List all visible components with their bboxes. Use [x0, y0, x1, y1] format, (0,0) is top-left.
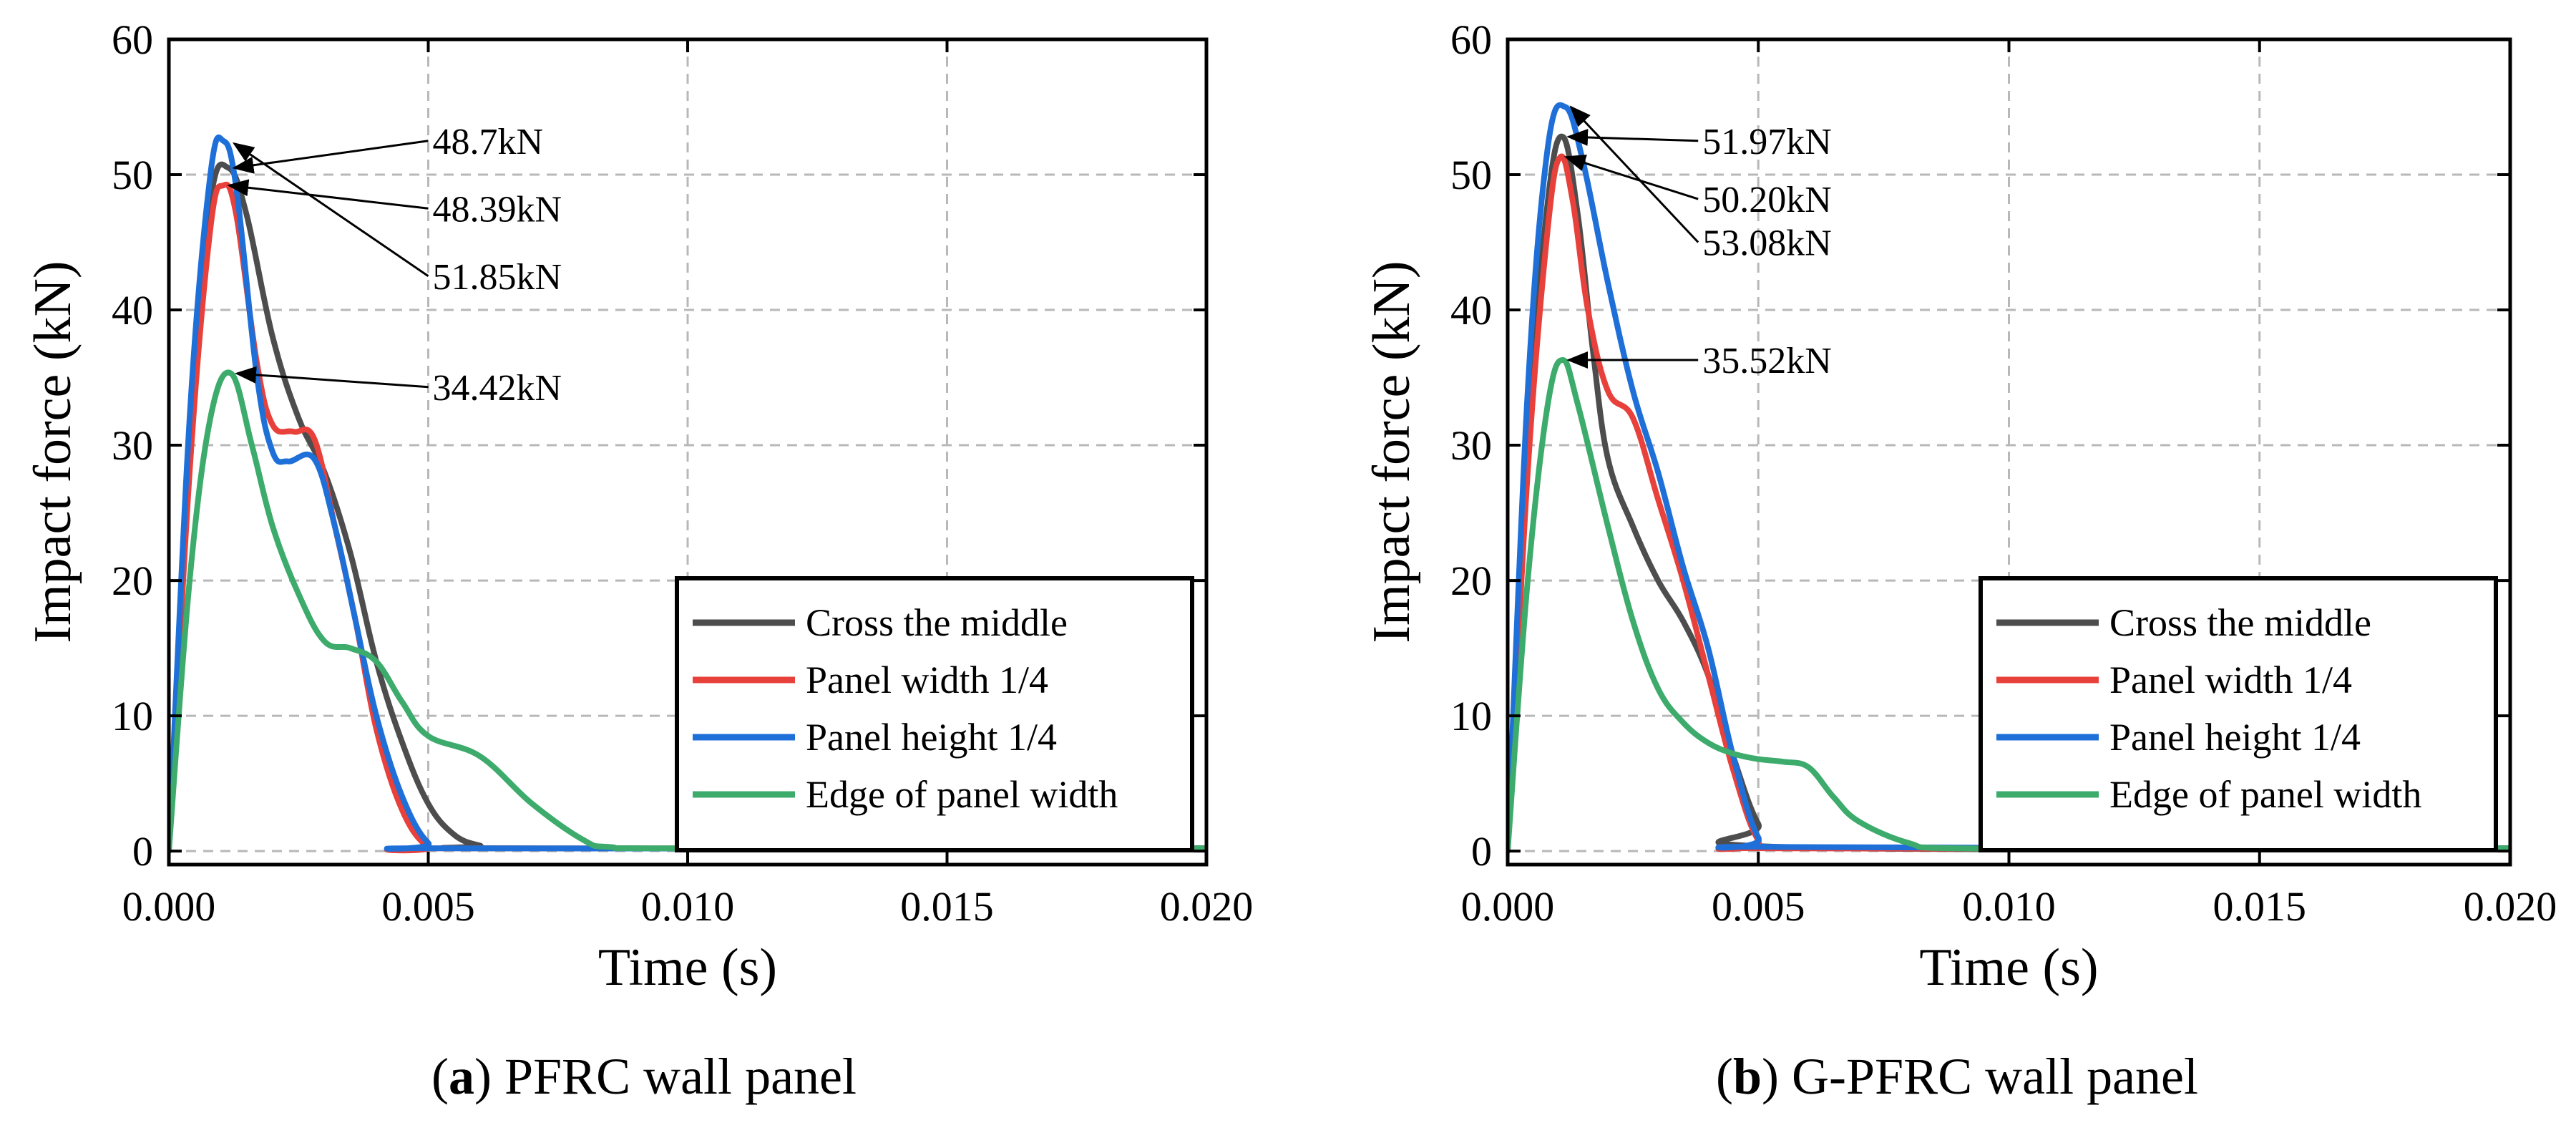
annotation-label: 48.39kN — [433, 189, 562, 230]
caption-paren-open: ( — [1716, 1048, 1733, 1105]
annotation-label: 53.08kN — [1702, 223, 1832, 264]
caption-letter: a — [449, 1048, 474, 1105]
y-tick-label: 40 — [1450, 287, 1492, 334]
legend-label: Edge of panel width — [2109, 773, 2421, 816]
y-tick-label: 40 — [112, 287, 153, 334]
caption-text: PFRC wall panel — [504, 1048, 857, 1105]
x-axis-title: Time (s) — [1919, 938, 2098, 997]
annotation-arrow — [1566, 128, 1699, 146]
y-axis-title: Impact force (kN) — [1362, 261, 1421, 643]
x-tick-label: 0.020 — [1160, 883, 1254, 930]
series-line-panel-height-1-4 — [169, 134, 1206, 855]
panel-a: 0.000 0.005 0.010 0.015 0.020 0 10 20 30 40 50 60 Ti… — [24, 16, 1253, 1105]
y-tick-label: 20 — [1450, 558, 1492, 604]
caption-letter: b — [1733, 1048, 1762, 1105]
annotation-arrow — [227, 179, 429, 210]
series-line-edge-of-panel-width — [169, 369, 1206, 855]
y-tick-label: 10 — [112, 693, 153, 739]
x-axis-title: Time (s) — [598, 938, 777, 997]
panel-caption: (a) PFRC wall panel — [431, 1048, 857, 1105]
y-tick-label: 20 — [112, 558, 153, 604]
x-tick-label: 0.015 — [2213, 883, 2307, 930]
y-tick-label: 30 — [112, 422, 153, 469]
x-tick-label: 0.000 — [122, 883, 216, 930]
x-tick-label: 0.015 — [900, 883, 994, 930]
annotation-label: 35.52kN — [1702, 341, 1832, 381]
legend-label: Cross the middle — [806, 601, 1068, 644]
panel-b: 0.000 0.005 0.010 0.015 0.020 0 10 20 30 40 50 60 Ti… — [1362, 16, 2557, 1105]
legend: Cross the middle Panel width 1/4 Panel hei… — [675, 576, 1194, 852]
annotation-label: 50.20kN — [1702, 180, 1832, 220]
annotation-arrow — [232, 142, 429, 278]
annotation-arrow — [235, 366, 429, 389]
annotation-arrow — [1563, 155, 1699, 200]
series-line-panel-height-1-4 — [1508, 102, 2510, 855]
y-tick-label: 50 — [112, 152, 153, 198]
legend-label: Cross the middle — [2109, 601, 2371, 644]
legend-label: Panel height 1/4 — [2109, 716, 2361, 759]
y-tick-label: 0 — [132, 828, 153, 875]
annotation-label: 51.97kN — [1702, 122, 1832, 162]
y-tick-label: 0 — [1471, 828, 1492, 875]
series-group — [1508, 102, 2510, 855]
legend-label: Edge of panel width — [806, 773, 1118, 816]
y-tick-label: 10 — [1450, 693, 1492, 739]
legend-label: Panel width 1/4 — [806, 658, 1048, 701]
x-tick-label: 0.010 — [641, 883, 735, 930]
x-tick-label: 0.020 — [2464, 883, 2557, 930]
x-tick-label: 0.010 — [1962, 883, 2056, 930]
caption-paren-close: ) — [1762, 1048, 1792, 1105]
y-tick-label: 60 — [1450, 16, 1492, 63]
caption-paren-open: ( — [431, 1048, 449, 1105]
x-tick-label: 0.005 — [381, 883, 475, 930]
annotation-arrow — [232, 140, 429, 174]
caption-paren-close: ) — [474, 1048, 504, 1105]
x-tick-label: 0.005 — [1712, 883, 1805, 930]
x-tick-label: 0.000 — [1461, 883, 1555, 930]
y-tick-label: 30 — [1450, 422, 1492, 469]
caption-text: G-PFRC wall panel — [1792, 1048, 2198, 1105]
legend-label: Panel width 1/4 — [2109, 658, 2352, 701]
legend: Cross the middle Panel width 1/4 Panel hei… — [1979, 576, 2498, 852]
legend-label: Panel height 1/4 — [806, 716, 1057, 759]
panel-caption: (b) G-PFRC wall panel — [1716, 1048, 2198, 1105]
annotation-label: 51.85kN — [433, 257, 562, 298]
y-tick-label: 60 — [112, 16, 153, 63]
annotation-label: 48.7kN — [433, 122, 544, 162]
annotation-label: 34.42kN — [433, 368, 562, 409]
series-group — [169, 134, 1206, 855]
annotation-arrow — [1569, 105, 1699, 243]
y-tick-label: 50 — [1450, 152, 1492, 198]
y-axis-title: Impact force (kN) — [24, 261, 82, 643]
series-line-edge-of-panel-width — [1508, 357, 2510, 855]
